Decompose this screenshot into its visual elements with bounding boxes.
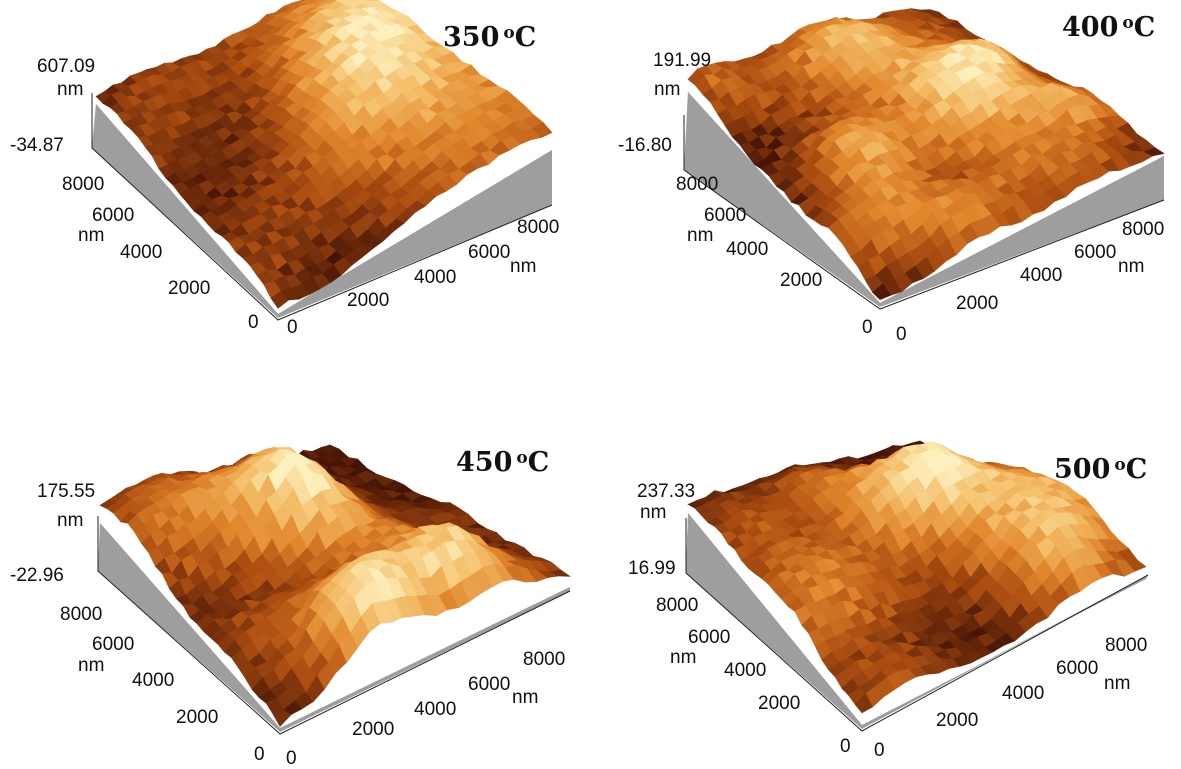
y-tick-4000: 4000 (724, 661, 766, 680)
y-tick-2000: 2000 (758, 694, 800, 713)
y-tick-4000: 4000 (132, 671, 174, 690)
x-tick-0: 0 (287, 318, 298, 337)
x-tick-4000: 4000 (414, 268, 456, 287)
y-tick-0: 0 (840, 737, 851, 756)
x-tick-8000: 8000 (1122, 220, 1164, 239)
x-tick-4000: 4000 (1002, 684, 1044, 703)
x-tick-4000: 4000 (414, 700, 456, 719)
y-unit-label: nm (78, 656, 104, 675)
x-unit-label: nm (512, 688, 538, 707)
z-unit-label: nm (640, 503, 666, 522)
z-unit-label: nm (57, 80, 83, 99)
afm-surface-500c (590, 383, 1180, 766)
y-unit-label: nm (78, 226, 104, 245)
z-min-label: -34.87 (10, 136, 64, 155)
y-tick-4000: 4000 (120, 243, 162, 262)
z-unit-label: nm (654, 80, 680, 99)
y-tick-6000: 6000 (92, 206, 134, 225)
x-tick-6000: 6000 (1056, 659, 1098, 678)
x-tick-6000: 6000 (468, 675, 510, 694)
z-max-label: 191.99 (653, 51, 711, 70)
z-min-label: -16.80 (618, 136, 672, 155)
y-tick-2000: 2000 (780, 271, 822, 290)
z-max-label: 237.33 (637, 482, 695, 501)
x-tick-2000: 2000 (956, 294, 998, 313)
y-tick-2000: 2000 (168, 279, 210, 298)
y-tick-6000: 6000 (704, 206, 746, 225)
y-tick-8000: 8000 (60, 605, 102, 624)
y-unit-label: nm (687, 226, 713, 245)
z-max-label: 175.55 (37, 482, 95, 501)
x-tick-8000: 8000 (517, 218, 559, 237)
y-tick-8000: 8000 (656, 596, 698, 615)
y-tick-8000: 8000 (62, 175, 104, 194)
z-max-label: 607.09 (37, 57, 95, 76)
y-tick-0: 0 (254, 745, 265, 764)
x-tick-2000: 2000 (936, 711, 978, 730)
y-tick-0: 0 (248, 313, 259, 332)
x-tick-2000: 2000 (352, 720, 394, 739)
x-tick-0: 0 (286, 749, 297, 768)
x-unit-label: nm (1104, 674, 1130, 693)
x-tick-8000: 8000 (1105, 636, 1147, 655)
x-tick-2000: 2000 (347, 291, 389, 310)
x-tick-0: 0 (874, 741, 885, 760)
y-tick-0: 0 (862, 318, 873, 337)
x-tick-4000: 4000 (1020, 266, 1062, 285)
afm-surface-450c (0, 383, 590, 766)
y-tick-8000: 8000 (676, 175, 718, 194)
y-tick-4000: 4000 (726, 240, 768, 259)
x-unit-label: nm (510, 257, 536, 276)
z-min-label: 16.99 (628, 559, 676, 578)
y-tick-6000: 6000 (688, 628, 730, 647)
y-tick-2000: 2000 (176, 708, 218, 727)
y-unit-label: nm (670, 648, 696, 667)
x-tick-6000: 6000 (468, 243, 510, 262)
z-min-label: -22.96 (10, 566, 64, 585)
x-tick-8000: 8000 (523, 650, 565, 669)
x-unit-label: nm (1118, 257, 1144, 276)
x-tick-6000: 6000 (1074, 243, 1116, 262)
y-tick-6000: 6000 (92, 635, 134, 654)
x-tick-0: 0 (896, 325, 907, 344)
z-unit-label: nm (57, 511, 83, 530)
